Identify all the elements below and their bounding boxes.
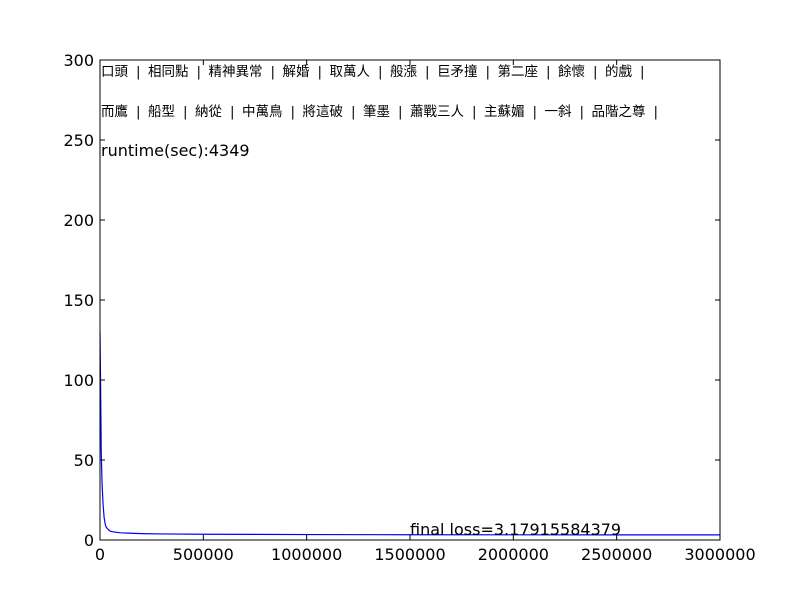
y-tick-label: 100	[63, 371, 94, 390]
y-tick-label: 0	[84, 531, 94, 550]
word-label: 而鷹	[101, 104, 128, 120]
x-tick-label: 2500000	[581, 545, 652, 564]
word-separator: |	[197, 64, 202, 80]
word-separator: |	[546, 64, 551, 80]
word-label: 的戲	[605, 64, 633, 80]
word-label: 精神異常	[209, 64, 263, 80]
x-tick-label: 2000000	[478, 545, 549, 564]
word-label: 一斜	[545, 104, 573, 120]
y-tick-label: 200	[63, 211, 94, 230]
annotations: 口頭 | 相同點 | 精神異常 | 解婚 | 取萬人 | 般漲 | 巨矛撞 | 第二座 | 餘懷 | 的戲 | 而鷹 | 船…	[101, 63, 658, 539]
word-separator: |	[398, 104, 403, 120]
word-separator: |	[136, 104, 141, 120]
word-label: 第二座	[498, 63, 539, 80]
loss-series-line-0	[100, 331, 720, 536]
word-separator: |	[472, 104, 477, 120]
word-separator: |	[230, 104, 235, 120]
x-tick-label: 0	[95, 545, 105, 564]
x-tick-label: 1500000	[374, 545, 445, 564]
word-separator: |	[318, 64, 323, 80]
word-label: 巨矛撞	[437, 64, 478, 80]
word-separator: |	[183, 104, 188, 120]
plot-background	[100, 60, 720, 540]
runtime-annotation: runtime(sec):4349	[101, 141, 250, 160]
plot-area	[100, 60, 720, 540]
word-separator: |	[351, 104, 356, 120]
word-separator: |	[533, 104, 538, 120]
y-tick-label: 50	[74, 451, 94, 470]
word-separator: |	[136, 64, 141, 80]
word-separator: |	[425, 64, 430, 80]
word-separator: |	[593, 64, 598, 80]
y-tick-label: 300	[63, 51, 94, 70]
word-label: 納從	[195, 104, 222, 120]
word-label: 筆墨	[363, 104, 390, 120]
word-label: 中萬鳥	[242, 104, 283, 120]
word-label: 餘懷	[558, 63, 585, 80]
word-label: 將這破	[303, 104, 344, 120]
x-tick-label: 3000000	[684, 545, 755, 564]
x-tick-label: 1000000	[271, 545, 342, 564]
word-separator: |	[640, 64, 645, 80]
final-loss-annotation: final loss=3.17915584379	[410, 520, 621, 539]
word-label: 解婚	[283, 64, 310, 80]
word-separator: |	[654, 104, 659, 120]
word-label: 主蘇媚	[484, 104, 525, 120]
word-separator: |	[486, 64, 491, 80]
word-separator: |	[580, 104, 585, 120]
word-label: 口頭	[101, 64, 128, 80]
word-separator: |	[291, 104, 296, 120]
y-axis-ticks: 0 50 100 150 200 250 300	[63, 51, 720, 550]
y-tick-label: 250	[63, 131, 94, 150]
word-separator: |	[271, 64, 276, 80]
series-layer	[100, 331, 720, 536]
x-axis-ticks: 0 500000 1000000 1500000 2000000 2500000 30000…	[95, 60, 756, 564]
word-separator: |	[378, 64, 383, 80]
word-label: 取萬人	[330, 64, 371, 80]
y-tick-label: 150	[63, 291, 94, 310]
word-label: 般漲	[390, 64, 417, 80]
word-label: 品階之尊	[592, 104, 646, 120]
word-label: 蕭戰三人	[410, 104, 464, 120]
word-label: 相同點	[148, 64, 189, 80]
x-tick-label: 500000	[173, 545, 234, 564]
word-label: 船型	[148, 104, 175, 120]
